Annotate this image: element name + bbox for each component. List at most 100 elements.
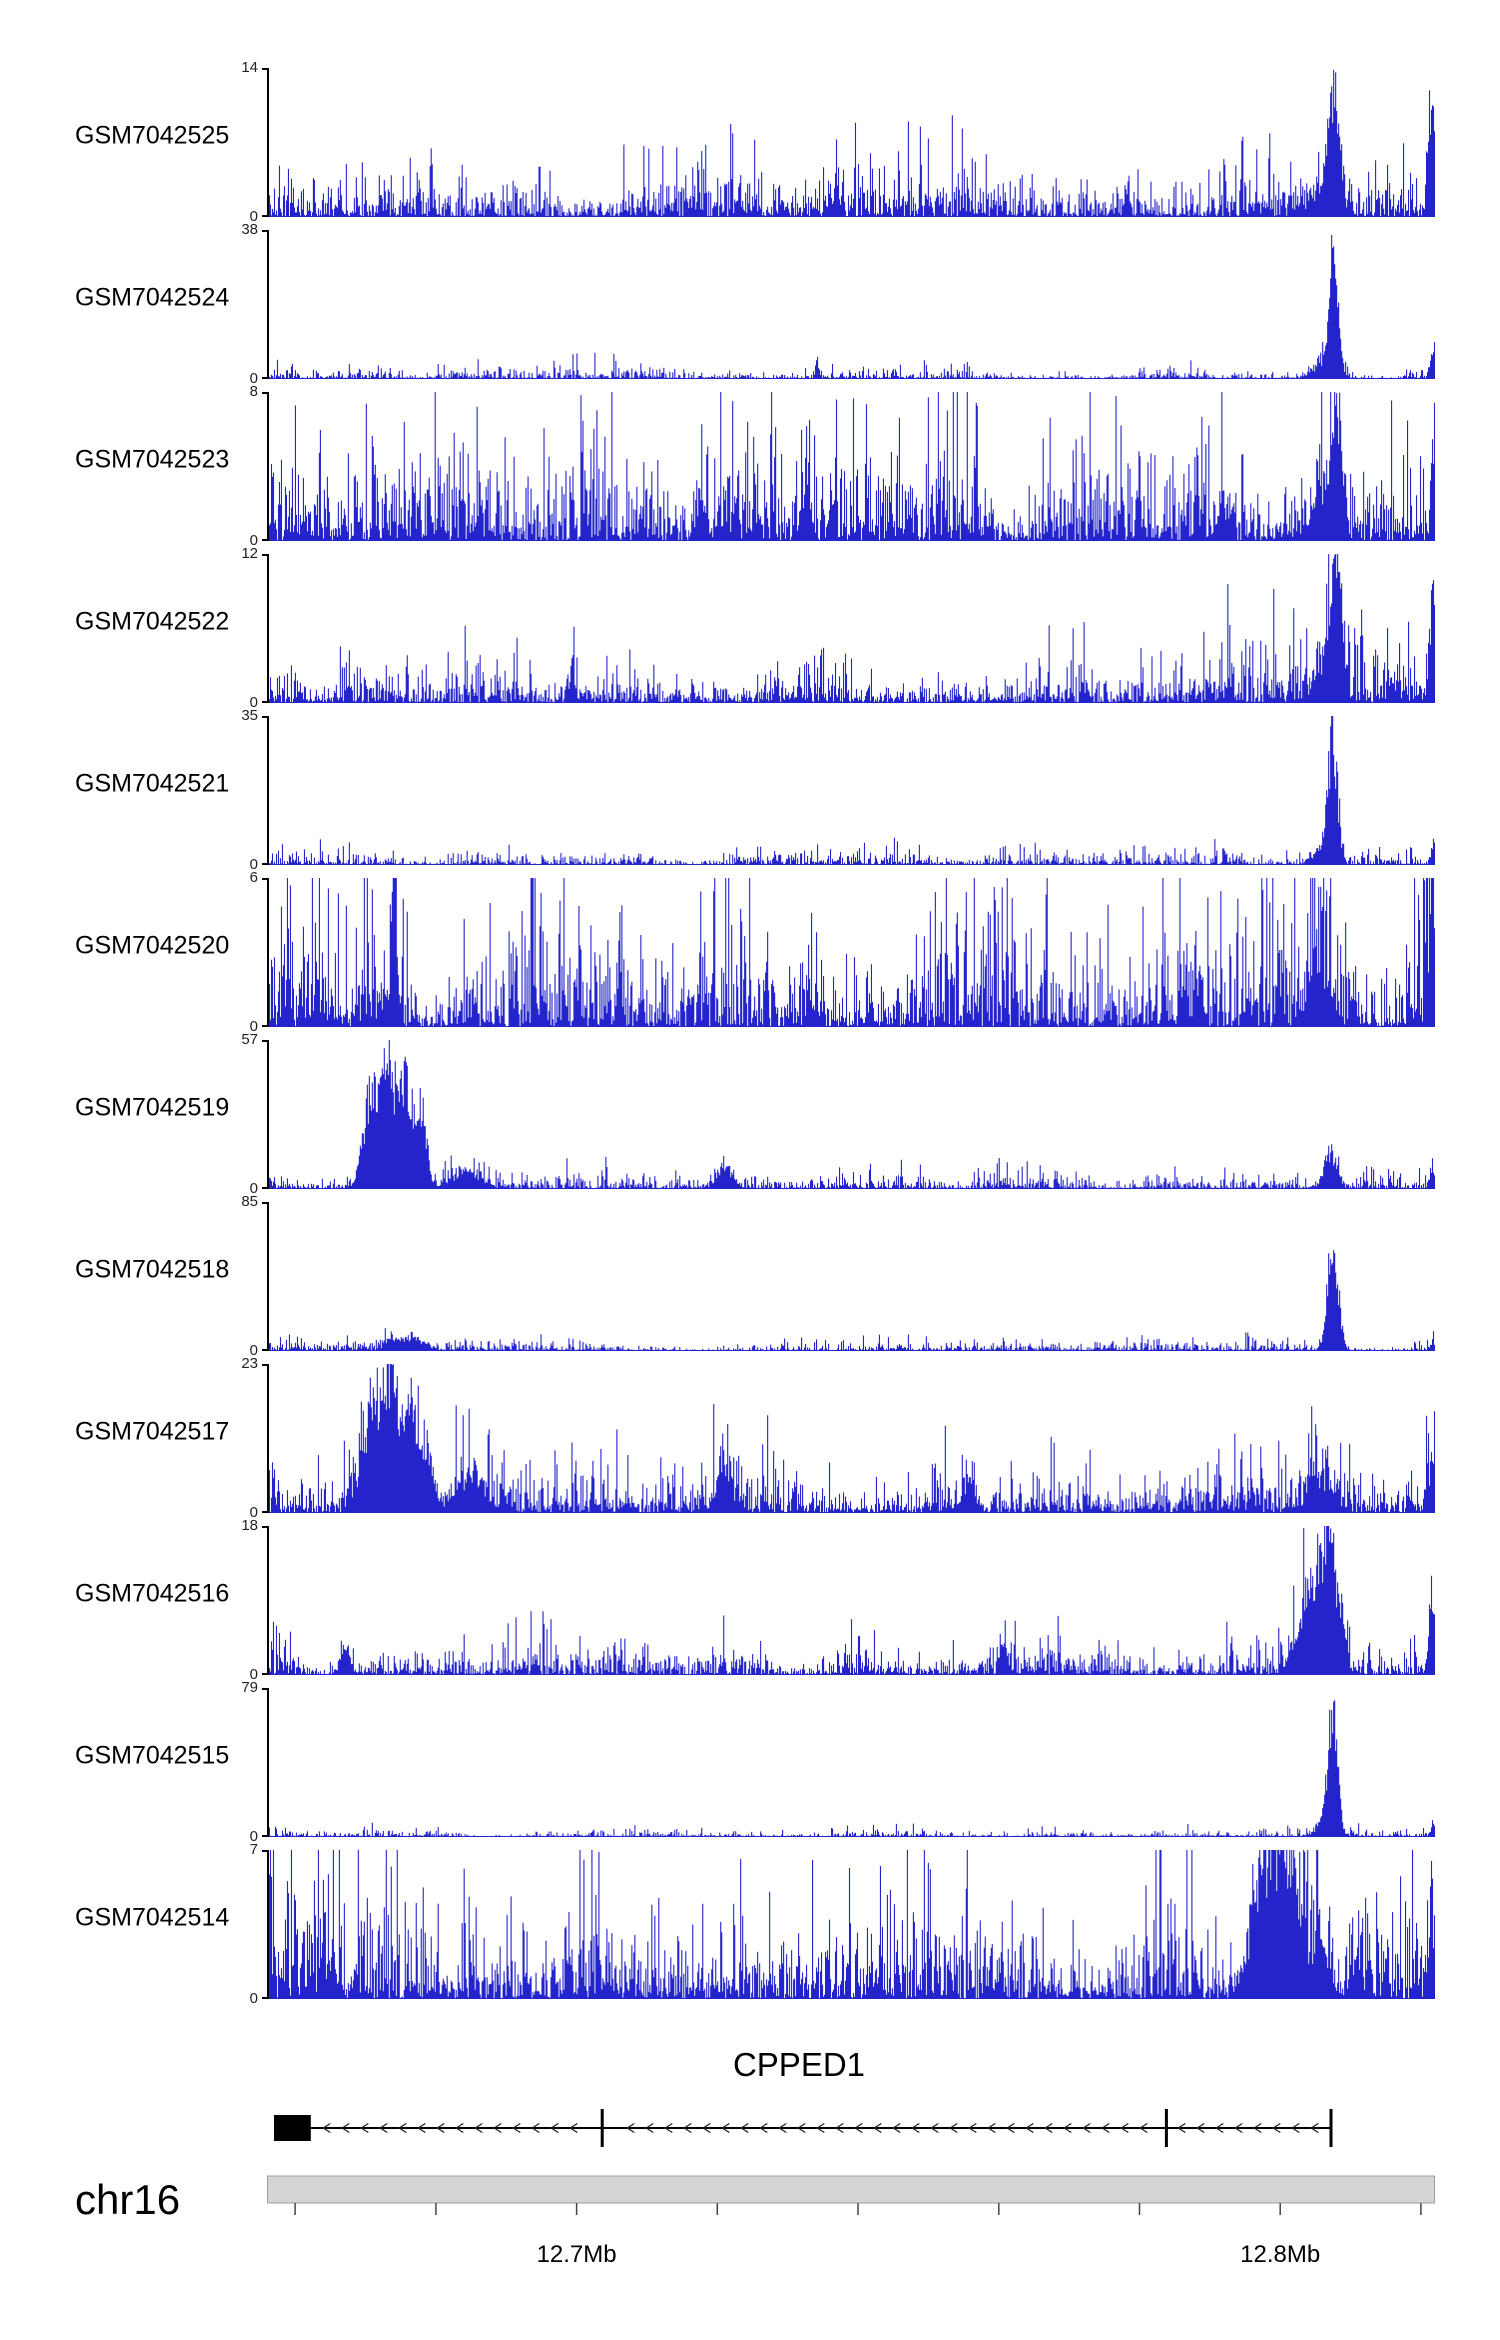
track-plot: 23 0: [241, 1355, 1435, 1521]
chromosome-ideogram-axis: 12.7Mb 12.8Mb: [267, 2175, 1435, 2268]
minus-strand-arrow: [436, 2122, 445, 2134]
minus-strand-arrow: [740, 2122, 749, 2134]
coverage-track-row: GSM7042517 23 0: [0, 1351, 1500, 1521]
yaxis-min-label: 0: [249, 208, 258, 225]
minus-strand-arrow: [550, 2122, 559, 2134]
minus-strand-arrow: [1063, 2122, 1072, 2134]
coverage-signal: [269, 1526, 1435, 1675]
yaxis-top-tick: [262, 1364, 269, 1366]
minus-strand-arrow: [1082, 2122, 1091, 2134]
yaxis-max-label: 7: [249, 1841, 258, 1858]
yaxis-max-label: 14: [241, 59, 258, 76]
coverage-bars: [269, 554, 1435, 703]
coverage-track-row: GSM7042523 8 0: [0, 379, 1500, 549]
track-plot: 85 0: [241, 1193, 1435, 1359]
minus-strand-arrow: [1044, 2122, 1053, 2134]
track-plot: 38 0: [241, 221, 1435, 387]
coverage-bars: [269, 1526, 1435, 1675]
minus-strand-arrow: [930, 2122, 939, 2134]
minus-strand-arrow: [474, 2122, 483, 2134]
track-label: GSM7042518: [75, 1255, 230, 1284]
coverage-track-row: GSM7042525 14 0: [0, 55, 1500, 225]
yaxis-top-tick: [262, 1688, 269, 1690]
track-plot: 57 0: [241, 1031, 1435, 1197]
minus-strand-arrow: [702, 2122, 711, 2134]
minus-strand-arrow: [911, 2122, 920, 2134]
coverage-track-row: GSM7042519 57 0: [0, 1027, 1500, 1197]
coverage-bars: [269, 1364, 1435, 1513]
coverage-bars: [269, 235, 1435, 379]
track-label: GSM7042523: [75, 445, 230, 474]
minus-strand-arrow: [987, 2122, 996, 2134]
yaxis-bottom-tick: [262, 1511, 269, 1513]
coverage-bars: [269, 716, 1435, 865]
minus-strand-arrow: [797, 2122, 806, 2134]
yaxis-top-tick: [262, 554, 269, 556]
chromosome-axis-track: chr16 12.7Mb 12.8Mb: [0, 2168, 1500, 2338]
terminal-exon: [274, 2115, 311, 2141]
minus-strand-arrow: [1120, 2122, 1129, 2134]
yaxis-bottom-tick: [262, 701, 269, 703]
yaxis-bottom-tick: [262, 1997, 269, 1999]
coverage-track-row: GSM7042520 6 0: [0, 865, 1500, 1035]
minus-strand-arrow: [493, 2122, 502, 2134]
coverage-bars: [269, 1850, 1435, 1999]
yaxis-max-label: 8: [249, 383, 258, 400]
track-label: GSM7042524: [75, 283, 230, 312]
track-plot: 18 0: [241, 1517, 1435, 1683]
minus-strand-arrow: [721, 2122, 730, 2134]
minus-strand-arrow: [1196, 2122, 1205, 2134]
minus-strand-arrow: [778, 2122, 787, 2134]
track-plot: 35 0: [241, 707, 1435, 873]
yaxis-max-label: 35: [241, 707, 258, 724]
minus-strand-arrow: [569, 2122, 578, 2134]
track-label: GSM7042516: [75, 1579, 230, 1608]
yaxis-bottom-tick: [262, 1187, 269, 1189]
track-label: GSM7042521: [75, 769, 230, 798]
minus-strand-arrow: [1025, 2122, 1034, 2134]
yaxis-min-label: 0: [249, 532, 258, 549]
coverage-bars: [269, 878, 1435, 1027]
yaxis-max-label: 85: [241, 1193, 258, 1210]
minus-strand-arrow: [1139, 2122, 1148, 2134]
minus-strand-arrow: [398, 2122, 407, 2134]
minus-strand-arrow: [1215, 2122, 1224, 2134]
minus-strand-arrow: [873, 2122, 882, 2134]
yaxis-top-tick: [262, 716, 269, 718]
yaxis-max-label: 57: [241, 1031, 258, 1048]
track-label: GSM7042519: [75, 1093, 230, 1122]
coverage-signal: [269, 1364, 1435, 1513]
yaxis-bottom-tick: [262, 215, 269, 217]
gene-name-label: CPPED1: [732, 2046, 866, 2083]
yaxis-min-label: 0: [249, 1504, 258, 1521]
yaxis-top-tick: [262, 1850, 269, 1852]
minus-strand-arrow: [759, 2122, 768, 2134]
track-label: GSM7042514: [75, 1903, 230, 1932]
coverage-signal: [269, 716, 1435, 865]
yaxis-top-tick: [262, 68, 269, 70]
coverage-bars: [269, 69, 1435, 217]
coverage-bars: [269, 1250, 1435, 1351]
yaxis-bottom-tick: [262, 377, 269, 379]
coverage-track-row: GSM7042518 85 0: [0, 1189, 1500, 1359]
minus-strand-arrow: [1101, 2122, 1110, 2134]
yaxis-max-label: 6: [249, 869, 258, 886]
minus-strand-arrow: [1234, 2122, 1243, 2134]
yaxis-min-label: 0: [249, 1990, 258, 2007]
minus-strand-arrow: [626, 2122, 635, 2134]
yaxis-min-label: 0: [249, 1180, 258, 1197]
minus-strand-arrow: [664, 2122, 673, 2134]
coverage-tracks: GSM7042525 14 0 GSM7042524 38 0 GSM70425…: [0, 55, 1500, 2007]
coverage-signal: [269, 1850, 1435, 1999]
yaxis-min-label: 0: [249, 1018, 258, 1035]
minus-strand-arrow: [1006, 2122, 1015, 2134]
track-plot: 7 0: [250, 1841, 1435, 2007]
yaxis-top-tick: [262, 1202, 269, 1204]
minus-strand-arrow: [816, 2122, 825, 2134]
yaxis-min-label: 0: [249, 694, 258, 711]
minus-strand-arrow: [360, 2122, 369, 2134]
track-label: GSM7042520: [75, 931, 230, 960]
coverage-signal: [269, 878, 1435, 1027]
track-plot: 6 0: [250, 869, 1435, 1035]
